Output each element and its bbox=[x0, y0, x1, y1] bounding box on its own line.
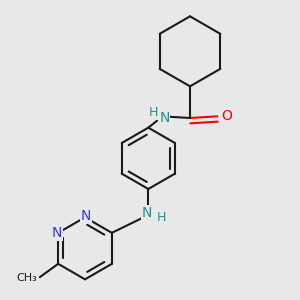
Text: H: H bbox=[156, 211, 166, 224]
Text: N: N bbox=[159, 111, 169, 125]
Text: N: N bbox=[142, 206, 152, 220]
Text: N: N bbox=[81, 209, 91, 223]
Text: CH₃: CH₃ bbox=[17, 273, 38, 283]
Text: H: H bbox=[148, 106, 158, 119]
Text: O: O bbox=[221, 109, 232, 123]
Text: N: N bbox=[52, 226, 62, 240]
